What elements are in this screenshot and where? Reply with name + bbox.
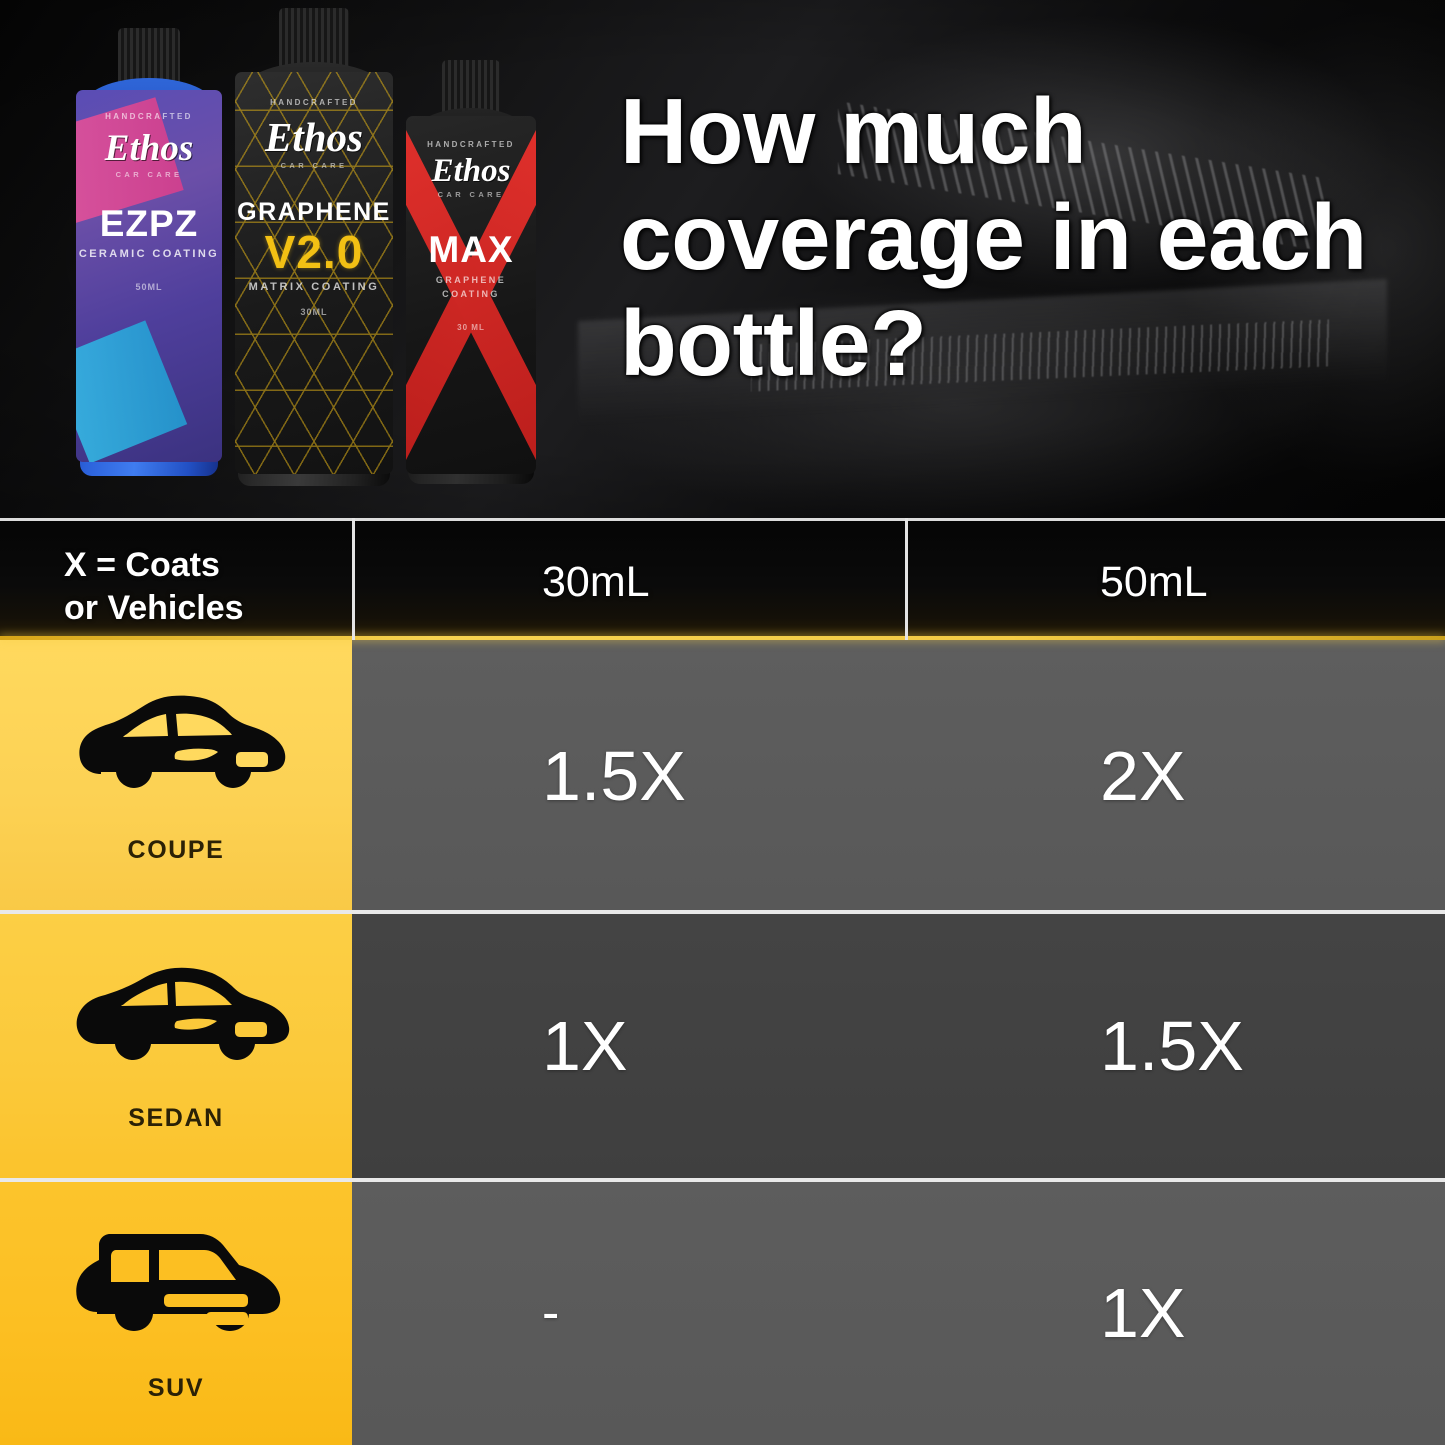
column-header-label: 50mL bbox=[1100, 558, 1208, 606]
legend-line-1: X = Coats bbox=[64, 546, 220, 584]
vehicle-cell-suv: SUV bbox=[0, 1180, 352, 1445]
column-header-50ml: 50mL bbox=[905, 518, 1445, 640]
vehicle-block: COUPE bbox=[0, 688, 352, 865]
product-bottle-max: HANDCRAFTED Ethos CAR CARE MAX GRAPHENE … bbox=[400, 60, 542, 488]
product-name: MAX bbox=[428, 229, 514, 270]
brand-tagline: CAR CARE bbox=[115, 170, 183, 179]
hexagon-pattern-icon bbox=[234, 72, 394, 474]
coverage-table: X = Coats or Vehicles 30mL 50mL bbox=[0, 518, 1445, 1445]
brand-tagline: CAR CARE bbox=[280, 161, 348, 170]
coupe-car-icon bbox=[79, 695, 286, 788]
column-divider-2 bbox=[905, 518, 908, 640]
handcrafted-text: HANDCRAFTED bbox=[105, 112, 193, 121]
vehicle-cell-sedan: SEDAN bbox=[0, 912, 352, 1180]
product-name: EZPZ bbox=[99, 203, 199, 244]
sedan-car-icon bbox=[76, 967, 290, 1060]
bottle-cap-icon bbox=[279, 8, 349, 72]
vehicle-label: SEDAN bbox=[128, 1104, 224, 1132]
row-divider-1 bbox=[0, 910, 1445, 914]
legend-line-2: or Vehicles bbox=[64, 588, 244, 627]
value-cell-coupe-50ml: 2X bbox=[905, 640, 1445, 912]
bottle-label-graphene: HANDCRAFTED Ethos CAR CARE GRAPHENE V2.0… bbox=[234, 72, 394, 474]
bottle-label-ezpz: HANDCRAFTED Ethos CAR CARE EZPZ CERAMIC … bbox=[76, 90, 222, 462]
bottle-label-max: HANDCRAFTED Ethos CAR CARE MAX GRAPHENE … bbox=[405, 116, 537, 474]
vehicle-label: SUV bbox=[147, 1374, 205, 1402]
handcrafted-text: HANDCRAFTED bbox=[270, 98, 358, 107]
vehicle-block: SUV bbox=[0, 1220, 352, 1403]
product-name: GRAPHENE bbox=[237, 198, 391, 226]
hero-banner: How much coverage in each bottle? HANDCR… bbox=[0, 0, 1445, 518]
brand-logo-ethos: Ethos bbox=[265, 114, 363, 160]
column-header-30ml: 30mL bbox=[352, 518, 905, 640]
column-header-label: 30mL bbox=[542, 558, 650, 606]
product-volume: 30ML bbox=[300, 307, 328, 317]
value-cell-coupe-30ml: 1.5X bbox=[352, 640, 905, 912]
coverage-value: 1X bbox=[1100, 1273, 1186, 1352]
value-cell-sedan-50ml: 1.5X bbox=[905, 912, 1445, 1180]
value-cell-suv-30ml: - bbox=[352, 1180, 905, 1445]
product-volume: 50ML bbox=[135, 282, 163, 292]
table-row: SUV - 1X bbox=[0, 1180, 1445, 1445]
suv-car-icon bbox=[76, 1234, 281, 1331]
legend-text: X = Coats or Vehicles bbox=[64, 544, 244, 630]
coverage-value: 2X bbox=[1100, 737, 1186, 815]
handcrafted-text: HANDCRAFTED bbox=[427, 140, 515, 149]
coverage-value: 1.5X bbox=[542, 737, 686, 815]
brand-logo-ethos: Ethos bbox=[104, 128, 194, 169]
value-cell-sedan-30ml: 1X bbox=[352, 912, 905, 1180]
product-subtitle: MATRIX COATING bbox=[248, 281, 380, 293]
coverage-value: - bbox=[542, 1283, 560, 1342]
vehicle-block: SEDAN bbox=[0, 960, 352, 1133]
column-divider-1 bbox=[352, 518, 355, 640]
header-top-rule bbox=[0, 518, 1445, 521]
product-subtitle: GRAPHENE COATING bbox=[435, 275, 507, 299]
header-gold-rule bbox=[0, 636, 1445, 640]
vehicle-label: COUPE bbox=[127, 836, 225, 864]
table-header-row: X = Coats or Vehicles 30mL 50mL bbox=[0, 518, 1445, 640]
page-title: How much coverage in each bottle? bbox=[620, 79, 1367, 396]
product-bottle-group: HANDCRAFTED Ethos CAR CARE EZPZ CERAMIC … bbox=[0, 0, 560, 518]
table-row: COUPE 1.5X 2X bbox=[0, 640, 1445, 912]
bottle-cap-icon bbox=[118, 28, 180, 86]
product-bottle-graphene: HANDCRAFTED Ethos CAR CARE GRAPHENE V2.0… bbox=[228, 8, 400, 490]
coverage-value: 1.5X bbox=[1100, 1007, 1244, 1085]
product-volume: 30 ML bbox=[457, 323, 485, 332]
value-cell-suv-50ml: 1X bbox=[905, 1180, 1445, 1445]
legend-cell: X = Coats or Vehicles bbox=[0, 518, 352, 640]
product-subtitle: CERAMIC COATING bbox=[78, 248, 220, 260]
brand-logo-ethos: Ethos bbox=[431, 153, 511, 189]
coverage-value: 1X bbox=[542, 1007, 628, 1085]
product-version: V2.0 bbox=[264, 226, 364, 278]
table-row: SEDAN 1X 1.5X bbox=[0, 912, 1445, 1180]
bottle-cap-icon bbox=[442, 60, 500, 116]
product-bottle-ezpz: HANDCRAFTED Ethos CAR CARE EZPZ CERAMIC … bbox=[70, 28, 228, 480]
row-divider-2 bbox=[0, 1178, 1445, 1182]
brand-tagline: CAR CARE bbox=[437, 190, 505, 199]
vehicle-cell-coupe: COUPE bbox=[0, 640, 352, 912]
